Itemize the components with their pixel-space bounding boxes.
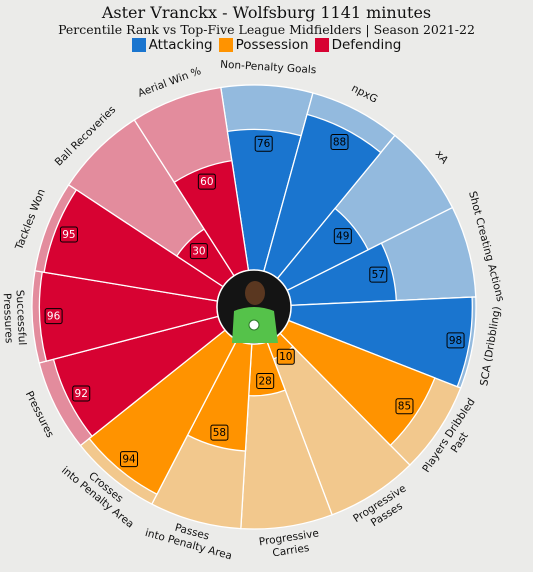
value-text-passes-into-penalty-area: 58: [213, 427, 226, 439]
legend-swatch-defending: [314, 38, 329, 52]
value-text-players-dribbled-past: 85: [398, 401, 411, 413]
legend-item-defending: Defending: [314, 37, 402, 53]
value-label-crosses-into-penalty-area: 94: [120, 451, 139, 468]
value-badge-progressive-passes: [276, 348, 295, 365]
value-label-tackles-won: 95: [59, 226, 78, 243]
value-label-successful-pressures: 96: [44, 308, 63, 325]
value-label-ball-recoveries: 30: [189, 243, 208, 260]
value-text-non-penalty-goals: 76: [257, 138, 271, 150]
legend-swatch-possession: [218, 38, 233, 52]
category-label-sca-dribbling: SCA (Dribbling): [478, 306, 503, 387]
value-label-pressures: 92: [72, 385, 91, 402]
value-text-xa: 49: [336, 231, 349, 243]
value-label-passes-into-penalty-area: 58: [210, 424, 229, 441]
value-label-sca-dribbling: 98: [446, 332, 465, 349]
legend-label-attacking: Attacking: [148, 37, 213, 53]
category-label-npxg: npxG: [349, 82, 379, 105]
value-badge-xa: [333, 228, 352, 245]
category-label-xa: xA: [433, 148, 451, 167]
player-avatar: [216, 269, 292, 345]
value-badge-shot-creating-actions: [369, 266, 388, 283]
category-label-successful-pressures: SuccessfulPressures: [1, 290, 28, 347]
value-label-progressive-carries: 28: [256, 372, 275, 389]
value-label-players-dribbled-past: 85: [395, 398, 414, 415]
value-text-npxg: 88: [333, 137, 346, 149]
value-text-progressive-passes: 10: [279, 351, 292, 363]
value-label-aerial-win: 60: [197, 173, 216, 190]
value-text-progressive-carries: 28: [258, 375, 271, 387]
value-text-tackles-won: 95: [62, 229, 75, 241]
value-badge-passes-into-penalty-area: [210, 424, 229, 441]
chart-title: Aster Vranckx - Wolfsburg 1141 minutes: [101, 3, 432, 22]
value-text-pressures: 92: [75, 388, 88, 400]
value-badge-sca-dribbling: [446, 332, 465, 349]
value-badge-players-dribbled-past: [395, 398, 414, 415]
value-label-npxg: 88: [330, 134, 349, 151]
value-label-xa: 49: [333, 228, 352, 245]
value-text-ball-recoveries: 30: [192, 246, 205, 258]
value-text-shot-creating-actions: 57: [372, 269, 385, 281]
category-label-non-penalty-goals: Non-Penalty Goals: [220, 59, 317, 77]
legend-item-attacking: Attacking: [131, 37, 213, 53]
value-label-shot-creating-actions: 57: [369, 266, 388, 283]
value-label-progressive-passes: 10: [276, 348, 295, 365]
chart-subtitle: Percentile Rank vs Top-Five League Midfi…: [58, 22, 475, 37]
legend-label-defending: Defending: [331, 37, 402, 53]
value-badge-successful-pressures: [44, 308, 63, 325]
value-badge-ball-recoveries: [189, 243, 208, 260]
legend-swatch-attacking: [131, 38, 146, 52]
value-label-non-penalty-goals: 76: [254, 135, 273, 152]
value-badge-pressures: [72, 385, 91, 402]
value-text-sca-dribbling: 98: [449, 335, 462, 347]
category-label-progressive-carries: ProgressiveCarries: [258, 527, 321, 561]
value-badge-progressive-carries: [256, 372, 275, 389]
legend-label-possession: Possession: [235, 37, 309, 53]
legend: Attacking Possession Defending: [0, 37, 533, 53]
legend-item-possession: Possession: [218, 37, 309, 53]
value-badge-tackles-won: [59, 226, 78, 243]
value-text-aerial-win: 60: [200, 176, 213, 188]
value-badge-crosses-into-penalty-area: [120, 451, 139, 468]
value-text-crosses-into-penalty-area: 94: [122, 454, 136, 466]
value-badge-non-penalty-goals: [254, 135, 273, 152]
value-badge-aerial-win: [197, 173, 216, 190]
value-text-successful-pressures: 96: [47, 311, 61, 323]
value-badge-npxg: [330, 134, 349, 151]
